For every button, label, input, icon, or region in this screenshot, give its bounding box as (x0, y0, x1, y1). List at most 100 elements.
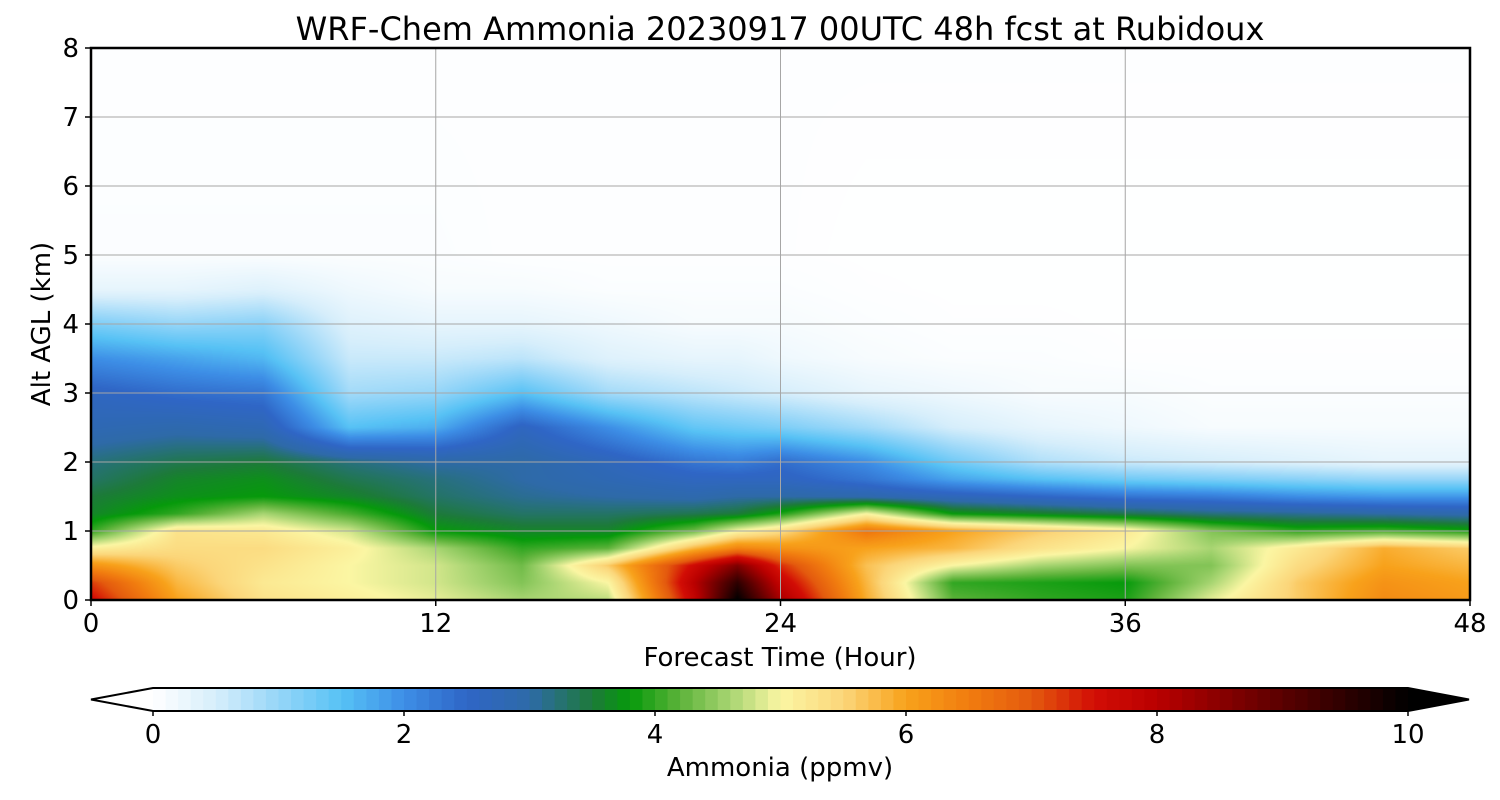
x-tick-label: 36 (1109, 609, 1142, 639)
colorbar-cell (931, 688, 945, 711)
grid-lines (91, 48, 1470, 600)
colorbar-cell (767, 688, 782, 711)
colorbar-cell (203, 688, 217, 711)
x-tick-label: 24 (764, 609, 797, 639)
y-tick-label: 7 (62, 103, 79, 133)
colorbar-cell (1345, 688, 1359, 711)
colorbar-cell (1157, 688, 1171, 711)
colorbar-extend-high (1408, 688, 1469, 711)
colorbar-cell (880, 688, 895, 711)
colorbar-cell (730, 688, 744, 711)
colorbar-cell (981, 688, 995, 711)
colorbar-cell (1219, 688, 1233, 711)
colorbar-cell (291, 688, 305, 711)
colorbar-cell (918, 688, 932, 711)
colorbar-cell (1269, 688, 1284, 711)
colorbar-tick-label: 2 (396, 720, 413, 750)
colorbar-cell (1182, 688, 1196, 711)
colorbar-cell (793, 688, 807, 711)
colorbar-cell (441, 688, 455, 711)
colorbar-cell (1169, 688, 1183, 711)
colorbar-cell (1018, 688, 1033, 711)
colorbar-cell (404, 688, 418, 711)
colorbar-cell (742, 688, 756, 711)
colorbar-cell (592, 688, 606, 711)
colorbar-cell (466, 688, 480, 711)
colorbar-cell (1295, 688, 1309, 711)
colorbar-cell (567, 688, 581, 711)
colorbar-cell (1307, 688, 1321, 711)
colorbar-cell (1257, 688, 1271, 711)
colorbar-cell (956, 688, 970, 711)
colorbar-tick-label: 6 (898, 720, 915, 750)
colorbar-cell (1382, 688, 1397, 711)
colorbar-cell (818, 688, 832, 711)
colorbar-cell (228, 688, 242, 711)
colorbar-cell (1069, 688, 1083, 711)
colorbar-cell (190, 688, 204, 711)
colorbar-cell (1131, 688, 1146, 711)
colorbar-cell (1357, 688, 1371, 711)
colorbar-cell (491, 688, 505, 711)
colorbar-cell (1282, 688, 1296, 711)
chart-title: WRF-Chem Ammonia 20230917 00UTC 48h fcst… (296, 10, 1265, 48)
colorbar-cell (429, 688, 443, 711)
colorbar-cell (316, 688, 330, 711)
colorbar-cell (215, 688, 229, 711)
colorbar-cell (893, 688, 907, 711)
y-tick-label: 5 (62, 241, 79, 271)
colorbar-cell (667, 688, 681, 711)
colorbar-cell (579, 688, 593, 711)
colorbar-cell (1332, 688, 1346, 711)
colorbar-tick-label: 8 (1149, 720, 1166, 750)
colorbar-cell (868, 688, 882, 711)
colorbar-cell (1081, 688, 1095, 711)
colorbar-cell (554, 688, 568, 711)
colorbar-cell (1094, 688, 1108, 711)
colorbar-cell (1056, 688, 1070, 711)
colorbar-cell (1031, 688, 1045, 711)
colorbar-cell (153, 688, 167, 711)
colorbar-cell (1044, 688, 1058, 711)
colorbar-cell (542, 688, 556, 711)
y-tick-label: 3 (62, 379, 79, 409)
colorbar-cell (516, 688, 531, 711)
colorbar-ticks: 0 2 4 6 8 10 (145, 711, 1425, 750)
x-axis-label: Forecast Time (Hour) (643, 643, 916, 673)
colorbar-tick-label: 0 (145, 720, 162, 750)
colorbar-cell (328, 688, 342, 711)
colorbar-cell (529, 688, 543, 711)
colorbar-cell (642, 688, 656, 711)
colorbar-cell (629, 688, 644, 711)
x-tick-label: 0 (83, 609, 100, 639)
colorbar-cell (906, 688, 920, 711)
x-tick-label: 12 (419, 609, 452, 639)
x-axis: 0 12 24 36 48 (83, 600, 1487, 639)
colorbar-tick-label: 4 (647, 720, 664, 750)
colorbar-cell (717, 688, 731, 711)
colorbar-cells (153, 688, 1409, 711)
colorbar-extend-low (91, 688, 153, 711)
colorbar-tick-label: 10 (1391, 720, 1424, 750)
colorbar-cell (617, 688, 631, 711)
colorbar-cell (165, 688, 179, 711)
colorbar-cell (1207, 688, 1221, 711)
colorbar-cell (265, 688, 280, 711)
colorbar-cell (705, 688, 719, 711)
colorbar-cell (843, 688, 857, 711)
colorbar-cell (855, 688, 869, 711)
colorbar-cell (993, 688, 1007, 711)
y-tick-label: 2 (62, 448, 79, 478)
y-tick-label: 4 (62, 310, 79, 340)
x-tick-label: 48 (1453, 609, 1486, 639)
y-tick-label: 1 (62, 517, 79, 547)
colorbar-cell (303, 688, 317, 711)
y-axis: 0 1 2 3 4 5 6 7 8 (62, 34, 91, 616)
colorbar-cell (1144, 688, 1158, 711)
colorbar-cell (1244, 688, 1258, 711)
y-tick-label: 6 (62, 172, 79, 202)
colorbar-cell (755, 688, 769, 711)
colorbar-cell (1320, 688, 1334, 711)
colorbar-cell (178, 688, 192, 711)
